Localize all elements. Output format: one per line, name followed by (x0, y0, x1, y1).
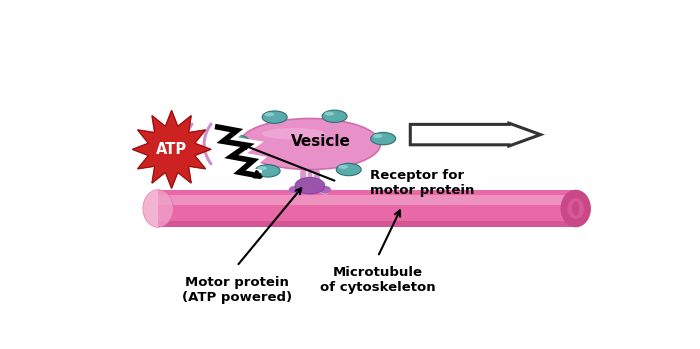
Ellipse shape (262, 128, 326, 140)
Ellipse shape (371, 132, 395, 145)
FancyBboxPatch shape (158, 190, 575, 227)
Ellipse shape (289, 186, 301, 193)
Ellipse shape (295, 177, 325, 194)
Text: Receptor for
motor protein: Receptor for motor protein (370, 169, 474, 197)
Ellipse shape (338, 165, 348, 169)
FancyBboxPatch shape (158, 221, 575, 227)
Ellipse shape (336, 163, 361, 176)
Polygon shape (132, 111, 211, 188)
Ellipse shape (572, 201, 580, 216)
Ellipse shape (319, 186, 331, 193)
Ellipse shape (561, 190, 591, 227)
Ellipse shape (322, 110, 347, 122)
Ellipse shape (262, 111, 287, 123)
Text: Motor protein
(ATP powered): Motor protein (ATP powered) (181, 276, 292, 304)
Ellipse shape (568, 198, 584, 219)
Ellipse shape (255, 165, 280, 177)
Ellipse shape (324, 112, 334, 116)
Ellipse shape (265, 112, 274, 117)
Ellipse shape (239, 118, 380, 170)
FancyBboxPatch shape (158, 195, 575, 206)
Ellipse shape (224, 135, 249, 148)
Text: ATP: ATP (156, 142, 187, 157)
Text: Vesicle: Vesicle (290, 134, 351, 149)
Ellipse shape (143, 190, 173, 227)
Text: Microtubule
of cytoskeleton: Microtubule of cytoskeleton (320, 266, 435, 294)
Ellipse shape (258, 166, 267, 170)
Ellipse shape (226, 136, 236, 141)
Polygon shape (410, 123, 540, 146)
Ellipse shape (373, 134, 383, 138)
